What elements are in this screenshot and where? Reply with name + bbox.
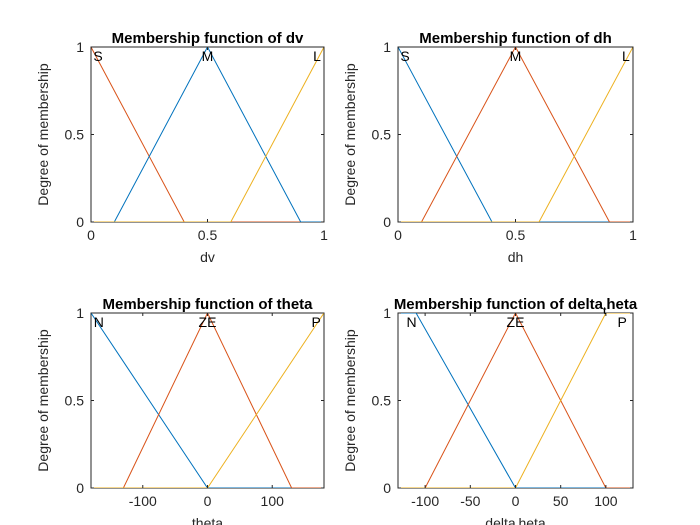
y-tick-label: 1 <box>76 39 84 55</box>
chart-title-subscript: t <box>603 306 607 317</box>
x-tick-label: 0 <box>204 493 212 509</box>
membership-label-p: P <box>617 314 626 330</box>
membership-line-n <box>91 313 324 488</box>
x-tick-label: 0 <box>87 227 95 243</box>
x-axis-label-main: dv <box>200 249 215 265</box>
y-tick-label: 1 <box>76 305 84 321</box>
y-tick-label: 0.5 <box>65 393 85 409</box>
membership-label-s: S <box>93 48 102 64</box>
chart-title-main: Membership function of theta <box>103 296 314 313</box>
y-axis-label: Degree of membership <box>342 329 358 472</box>
y-tick-label: 1 <box>383 305 391 321</box>
x-tick-label: 100 <box>594 493 618 509</box>
y-tick-label: 0.5 <box>65 127 85 143</box>
subplot-1: S M L 0 0.5 1 0 0.5 1 Membership function of dv dv… <box>35 30 328 265</box>
x-tick-label: 0.5 <box>198 227 218 243</box>
membership-line-l <box>398 47 633 222</box>
membership-label-l: L <box>622 48 630 64</box>
membership-line-n <box>398 313 633 488</box>
chart-title-rest: heta <box>606 296 638 313</box>
x-axis-label: dv <box>200 249 215 265</box>
x-axis-label: deltatheta <box>485 515 546 525</box>
chart-title-main: Membership function of dh <box>419 30 612 47</box>
x-tick-label: -100 <box>129 493 157 509</box>
x-tick-label: -50 <box>460 493 480 509</box>
chart-title: Membership function of deltatheta <box>394 296 638 317</box>
membership-line-s <box>398 47 633 222</box>
x-axis-label-main: delta <box>485 515 516 525</box>
y-tick-label: 0.5 <box>372 393 392 409</box>
y-tick-label: 0.5 <box>372 127 392 143</box>
x-tick-label: 0 <box>512 493 520 509</box>
membership-label-m: M <box>202 48 214 64</box>
chart-title-main: Membership function of dv <box>112 30 304 47</box>
membership-line-p <box>91 313 324 488</box>
x-axis-label-main: dh <box>508 249 524 265</box>
membership-label-n: N <box>94 314 104 330</box>
chart-title: Membership function of dv <box>112 30 304 47</box>
subplot-3: N ZE P -100 0 100 0 0.5 1 Membership function of … <box>35 296 325 525</box>
membership-label-l: L <box>313 48 321 64</box>
y-axis-label: Degree of membership <box>342 63 358 206</box>
x-tick-label: -100 <box>411 493 439 509</box>
x-axis-label: theta <box>192 515 223 525</box>
y-tick-label: 0 <box>76 480 84 496</box>
membership-line-l <box>91 47 324 222</box>
y-tick-label: 0 <box>76 214 84 230</box>
plot-frame <box>397 312 634 489</box>
x-axis-label-main: theta <box>192 515 223 525</box>
chart-title: Membership function of dh <box>419 30 612 47</box>
membership-label-s: S <box>400 48 409 64</box>
y-tick-label: 0 <box>383 214 391 230</box>
chart-title-main: Membership function of delta <box>394 296 604 313</box>
membership-label-m: M <box>510 48 522 64</box>
y-tick-label: 1 <box>383 39 391 55</box>
x-tick-label: 1 <box>320 227 328 243</box>
x-axis-label: dh <box>508 249 524 265</box>
x-tick-label: 0.5 <box>506 227 526 243</box>
membership-label-n: N <box>406 314 416 330</box>
y-tick-label: 0 <box>383 480 391 496</box>
x-tick-label: 0 <box>394 227 402 243</box>
subplot-2: S M L 0 0.5 1 0 0.5 1 Membership function of dh dh… <box>342 30 637 265</box>
membership-line-s <box>91 47 324 222</box>
x-tick-label: 1 <box>629 227 637 243</box>
chart-title: Membership function of theta <box>103 296 314 313</box>
plot-frame <box>397 46 634 223</box>
plot-frame <box>90 312 325 489</box>
x-tick-label: 100 <box>261 493 285 509</box>
y-axis-label: Degree of membership <box>35 329 51 472</box>
membership-label-ze: ZE <box>199 314 217 330</box>
x-axis-label-rest: heta <box>518 515 545 525</box>
membership-label-p: P <box>312 314 321 330</box>
membership-line-p <box>398 313 633 488</box>
y-axis-label: Degree of membership <box>35 63 51 206</box>
membership-label-ze: ZE <box>507 314 525 330</box>
x-tick-label: 50 <box>553 493 569 509</box>
plot-frame <box>90 46 325 223</box>
subplot-4: N ZE P -100 -50 0 50 100 0 0.5 1 Membership functio… <box>342 296 638 525</box>
